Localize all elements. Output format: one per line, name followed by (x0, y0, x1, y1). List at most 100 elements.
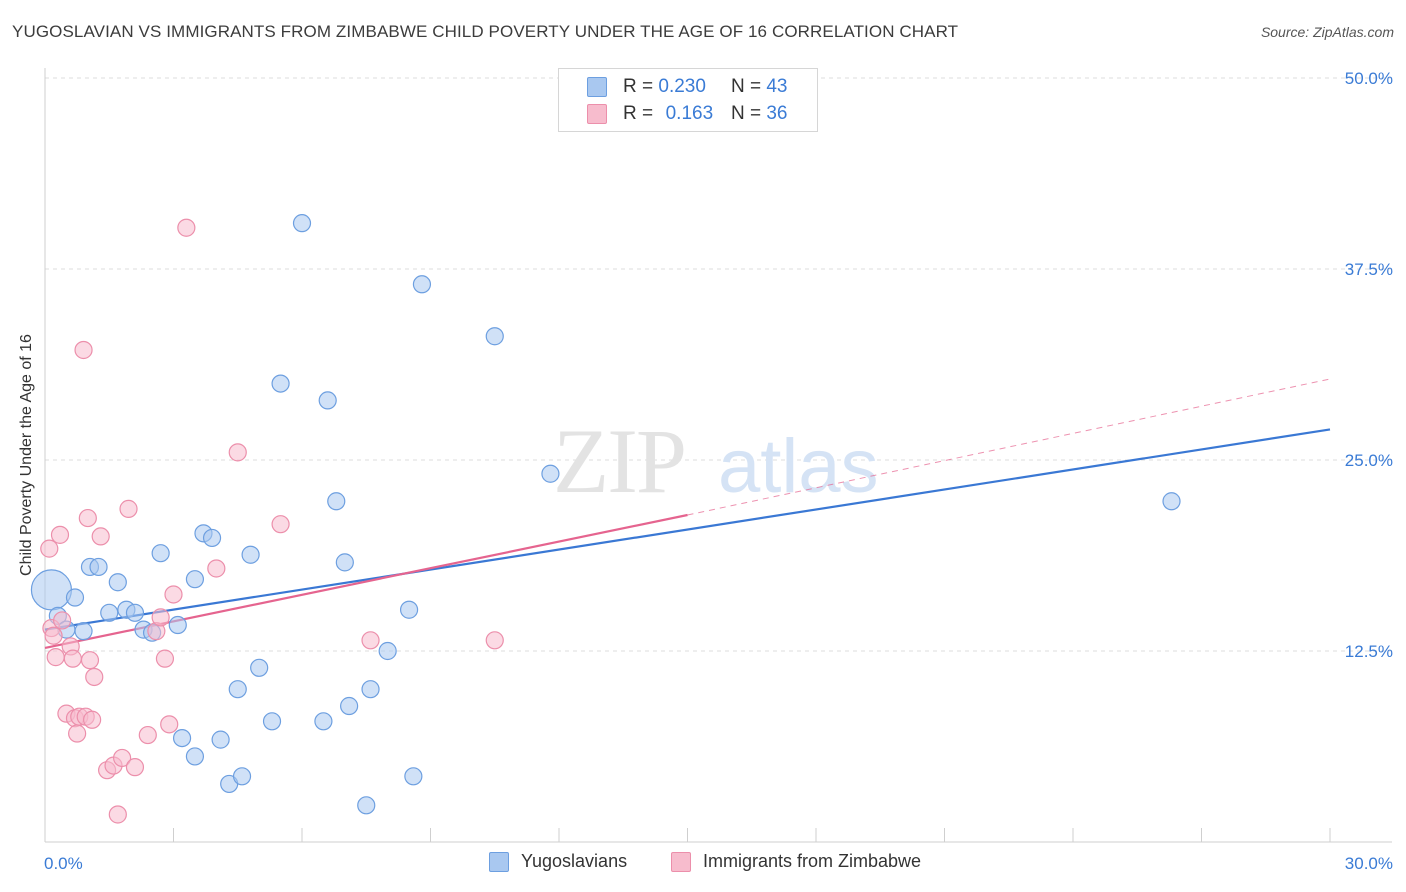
point-yugoslavians (228, 680, 247, 699)
grid (45, 77, 1392, 652)
point-zimbabwe (164, 585, 183, 604)
point-zimbabwe (80, 651, 100, 670)
legend-r-label: R = (623, 76, 654, 97)
legend-swatch-pink (587, 104, 607, 124)
trend-lines (44, 378, 1331, 650)
y-tick-label: 12.5% (1345, 642, 1393, 661)
legend: R = 0.230 N = 43 R = 0.163 N = 36 (558, 68, 818, 132)
legend-swatch-blue (587, 77, 607, 97)
point-zimbabwe (40, 539, 59, 558)
y-tick-label: 50.0% (1345, 69, 1393, 88)
point-yugoslavians (262, 712, 282, 731)
legend-r-label: R = (623, 103, 654, 124)
x-tick-label: 0.0% (44, 854, 83, 873)
point-yugoslavians (340, 696, 359, 716)
point-zimbabwe (50, 525, 70, 544)
point-yugoslavians (378, 641, 397, 661)
point-zimbabwe (91, 527, 110, 546)
point-yugoslavians (241, 545, 260, 564)
bottom-legend-label: Yugoslavians (521, 851, 628, 871)
trend-line-yugoslavians (44, 428, 1331, 631)
legend-r-value: 0.230 (658, 76, 706, 97)
point-zimbabwe (138, 725, 157, 745)
point-zimbabwe (112, 748, 132, 768)
point-yugoslavians (30, 569, 73, 611)
bottom-legend-yugoslavians: Yugoslavians (489, 851, 627, 872)
tick-labels: 12.5% 25.0% 37.5% 50.0% 0.0% 30.0% (44, 69, 1393, 873)
point-yugoslavians (318, 391, 337, 410)
bottom-legend-swatch-pink (671, 851, 691, 872)
legend-row-yugoslavians: R = 0.230 N = 43 (587, 75, 787, 99)
legend-n-label: N = (730, 76, 762, 97)
bottom-legend-swatch-blue (489, 851, 509, 872)
point-yugoslavians (202, 528, 222, 548)
legend-n-value: 36 (766, 103, 788, 124)
watermark-atlas: atlas (718, 424, 879, 509)
point-zimbabwe (46, 648, 65, 667)
watermark-zip: ZIP (553, 410, 685, 512)
point-yugoslavians (412, 275, 432, 294)
legend-n-label: N = (730, 103, 762, 124)
point-yugoslavians (108, 573, 127, 592)
point-yugoslavians (292, 214, 312, 233)
point-yugoslavians (65, 588, 85, 607)
point-zimbabwe (44, 626, 63, 645)
point-zimbabwe (108, 805, 127, 824)
point-zimbabwe (228, 443, 247, 462)
point-yugoslavians (151, 544, 170, 563)
point-zimbabwe (155, 649, 175, 668)
point-zimbabwe (271, 515, 290, 534)
point-zimbabwe (85, 667, 104, 687)
point-yugoslavians (211, 730, 230, 749)
point-zimbabwe (151, 608, 170, 627)
point-yugoslavians (404, 767, 423, 786)
point-yugoslavians (327, 492, 346, 511)
point-yugoslavians (168, 615, 187, 635)
point-yugoslavians (361, 680, 380, 699)
point-yugoslavians (232, 767, 252, 786)
point-yugoslavians (74, 622, 93, 641)
point-yugoslavians (541, 464, 560, 483)
data-points (30, 214, 1181, 824)
y-tick-label: 37.5% (1345, 260, 1393, 279)
point-zimbabwe (125, 758, 145, 777)
point-yugoslavians (89, 557, 108, 577)
point-zimbabwe (83, 710, 102, 729)
point-zimbabwe (119, 499, 138, 518)
point-zimbabwe (53, 611, 72, 630)
chart-title: YUGOSLAVIAN VS IMMIGRANTS FROM ZIMBABWE … (12, 22, 959, 41)
point-yugoslavians (335, 553, 354, 572)
point-zimbabwe (78, 508, 97, 528)
point-yugoslavians (1162, 492, 1181, 511)
x-tick-label: 30.0% (1345, 854, 1393, 873)
legend-n-value: 43 (766, 76, 788, 97)
legend-row-zimbabwe: R = 0.163 N = 36 (587, 102, 787, 126)
point-yugoslavians (172, 728, 192, 748)
y-tick-label: 25.0% (1345, 451, 1393, 470)
point-yugoslavians (399, 600, 419, 619)
point-yugoslavians (185, 747, 205, 766)
point-zimbabwe (361, 631, 380, 650)
point-zimbabwe (68, 724, 87, 743)
point-yugoslavians (485, 327, 504, 346)
bottom-legend-label: Immigrants from Zimbabwe (703, 851, 922, 871)
point-yugoslavians (357, 796, 376, 815)
point-zimbabwe (207, 559, 226, 578)
point-zimbabwe (74, 340, 93, 360)
point-yugoslavians (250, 658, 269, 677)
point-yugoslavians (314, 712, 333, 731)
source-label: Source: ZipAtlas.com (1260, 24, 1394, 40)
point-yugoslavians (100, 603, 119, 622)
point-zimbabwe (177, 218, 196, 237)
point-zimbabwe (485, 631, 504, 650)
bottom-legend-zimbabwe: Immigrants from Zimbabwe (671, 851, 921, 872)
point-yugoslavians (125, 603, 145, 622)
bottom-legend: Yugoslavians Immigrants from Zimbabwe (0, 851, 1406, 877)
point-yugoslavians (271, 374, 290, 393)
point-zimbabwe (63, 649, 82, 668)
point-yugoslavians (185, 570, 205, 589)
axes (44, 68, 1392, 843)
legend-r-value: 0.163 (665, 103, 714, 124)
point-zimbabwe (160, 715, 179, 734)
